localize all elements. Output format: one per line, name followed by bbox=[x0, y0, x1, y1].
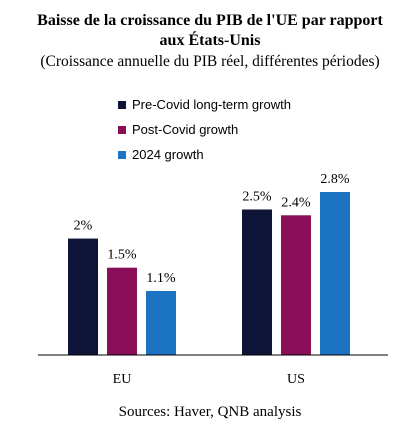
category-label: US bbox=[287, 372, 305, 387]
bar bbox=[68, 238, 98, 355]
chart-title-line-1: Baisse de la croissance du PIB de l'UE p… bbox=[37, 12, 383, 29]
category-label: EU bbox=[113, 372, 132, 387]
category-labels-group: EU US bbox=[113, 372, 305, 387]
legend-item: Pre-Covid long-term growth bbox=[118, 97, 291, 112]
legend-label: Pre-Covid long-term growth bbox=[132, 97, 291, 112]
legend-item: 2024 growth bbox=[118, 147, 204, 162]
data-label: 1.5% bbox=[107, 248, 137, 263]
legend-swatch bbox=[118, 151, 126, 159]
source-note: Sources: Haver, QNB analysis bbox=[119, 404, 302, 420]
data-labels-group: 2% 1.5% 1.1% 2.5% 2.4% 2.8% bbox=[74, 172, 350, 286]
bars-group bbox=[68, 192, 350, 355]
bar bbox=[107, 267, 137, 355]
bar bbox=[281, 215, 311, 355]
legend-swatch bbox=[118, 126, 126, 134]
data-label: 2% bbox=[74, 219, 93, 234]
bar bbox=[146, 290, 176, 355]
legend: Pre-Covid long-term growth Post-Covid gro… bbox=[118, 97, 291, 162]
data-label: 2.5% bbox=[242, 189, 272, 204]
bar bbox=[320, 192, 350, 355]
data-label: 2.8% bbox=[320, 172, 350, 187]
data-label: 2.4% bbox=[281, 195, 311, 210]
legend-label: 2024 growth bbox=[132, 147, 204, 162]
data-label: 1.1% bbox=[146, 271, 176, 286]
legend-item: Post-Covid growth bbox=[118, 122, 238, 137]
chart-title-line-2: aux États-Unis bbox=[160, 30, 261, 49]
legend-swatch bbox=[118, 101, 126, 109]
bar bbox=[242, 209, 272, 355]
legend-label: Post-Covid growth bbox=[132, 122, 238, 137]
chart-subtitle: (Croissance annuelle du PIB réel, différ… bbox=[40, 53, 379, 70]
